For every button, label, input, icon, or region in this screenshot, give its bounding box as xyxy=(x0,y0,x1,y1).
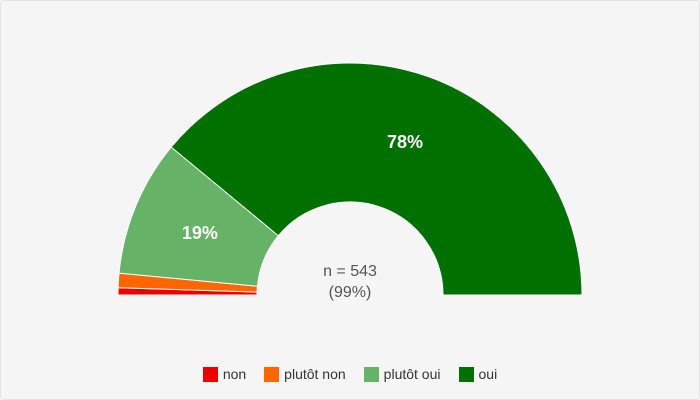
legend-label-plutot-oui: plutôt oui xyxy=(383,366,441,382)
chart-legend: non plutôt non plutôt oui oui xyxy=(0,364,700,384)
legend-item-plutot-oui[interactable]: plutôt oui xyxy=(363,366,441,382)
center-count-text: n = 543 xyxy=(323,263,377,280)
legend-swatch-plutot-oui xyxy=(363,366,379,382)
slice-label-oui: 78% xyxy=(387,132,423,152)
legend-swatch-plutot-non xyxy=(264,366,280,382)
legend-label-non: non xyxy=(222,366,247,382)
legend-label-oui: oui xyxy=(478,366,498,382)
center-percent-text: (99%) xyxy=(329,284,372,301)
legend-item-non[interactable]: non xyxy=(202,366,247,382)
legend-swatch-non xyxy=(202,366,218,382)
chart-slices xyxy=(117,62,583,296)
legend-label-plutot-non: plutôt non xyxy=(284,366,346,382)
legend-item-oui[interactable]: oui xyxy=(458,366,498,382)
legend-swatch-oui xyxy=(458,366,474,382)
chart-slice-labels: 19% 78% xyxy=(182,132,423,243)
legend-item-plutot-non[interactable]: plutôt non xyxy=(264,366,346,382)
slice-oui[interactable] xyxy=(170,62,583,296)
slice-label-plut-t-oui: 19% xyxy=(182,223,218,243)
